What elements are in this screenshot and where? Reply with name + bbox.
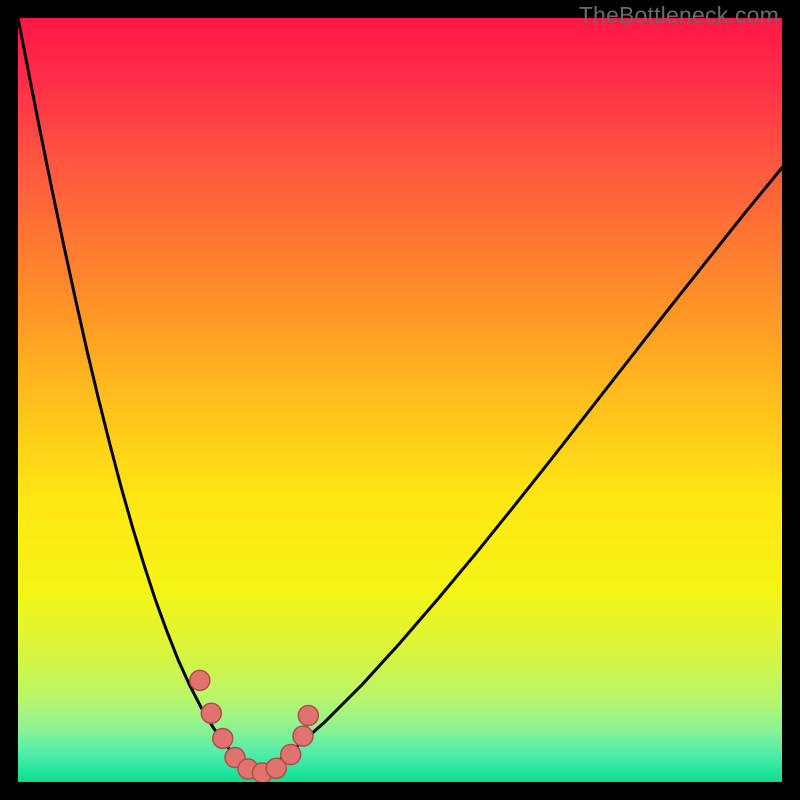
curve-marker — [298, 706, 318, 726]
gradient-background — [18, 18, 782, 782]
curve-marker — [213, 728, 233, 748]
watermark-text: TheBottleneck.com — [579, 2, 779, 29]
curve-marker — [281, 745, 301, 765]
curve-marker — [201, 703, 221, 723]
figure-root: TheBottleneck.com — [0, 0, 800, 800]
curve-marker — [293, 726, 313, 746]
plot-area — [18, 18, 782, 782]
curve-marker — [190, 670, 210, 690]
